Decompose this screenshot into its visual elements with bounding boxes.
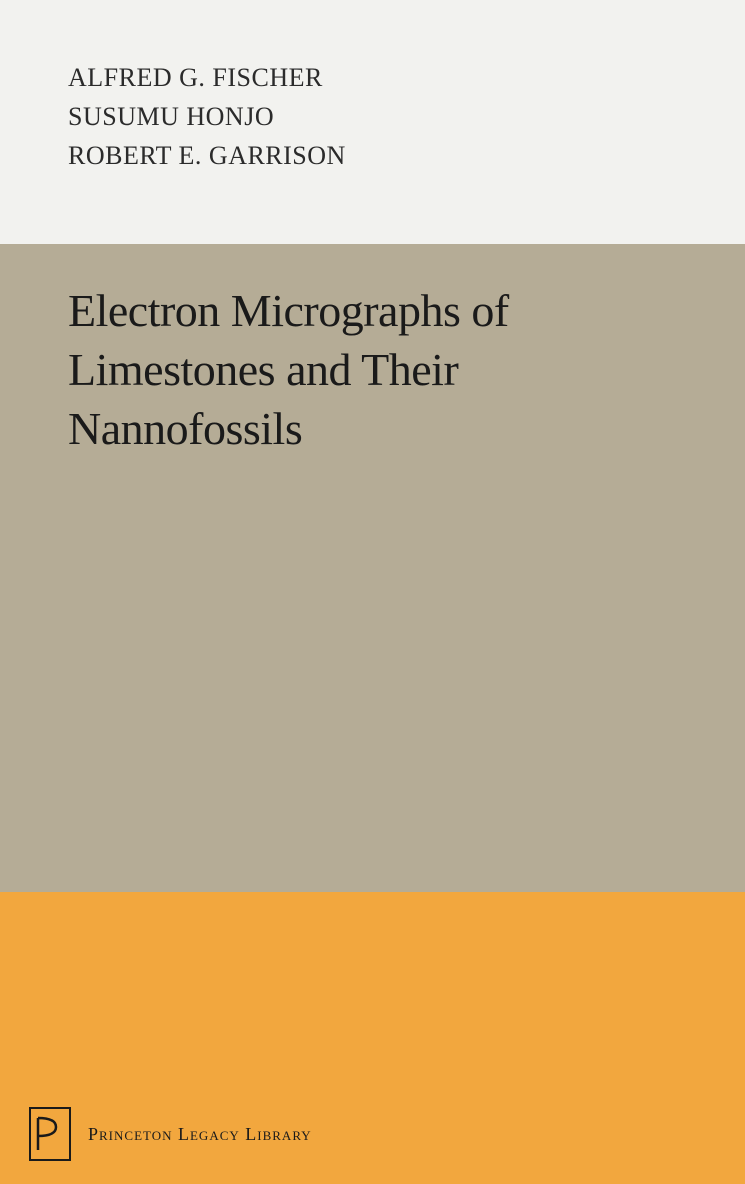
book-cover: ALFRED G. FISCHER SUSUMU HONJO ROBERT E.… — [0, 0, 745, 1184]
publisher-name: Princeton Legacy Library — [88, 1124, 312, 1145]
authors-block: ALFRED G. FISCHER SUSUMU HONJO ROBERT E.… — [68, 58, 677, 175]
publisher-logo-icon — [28, 1106, 72, 1162]
author-1: ALFRED G. FISCHER — [68, 58, 677, 97]
author-2: SUSUMU HONJO — [68, 97, 677, 136]
title-band: Electron Micrographs of Limestones and T… — [0, 244, 745, 892]
book-title: Electron Micrographs of Limestones and T… — [68, 282, 677, 459]
authors-band: ALFRED G. FISCHER SUSUMU HONJO ROBERT E.… — [0, 0, 745, 244]
accent-band: Princeton Legacy Library — [0, 892, 745, 1184]
publisher-bar: Princeton Legacy Library — [0, 1088, 745, 1184]
author-3: ROBERT E. GARRISON — [68, 136, 677, 175]
